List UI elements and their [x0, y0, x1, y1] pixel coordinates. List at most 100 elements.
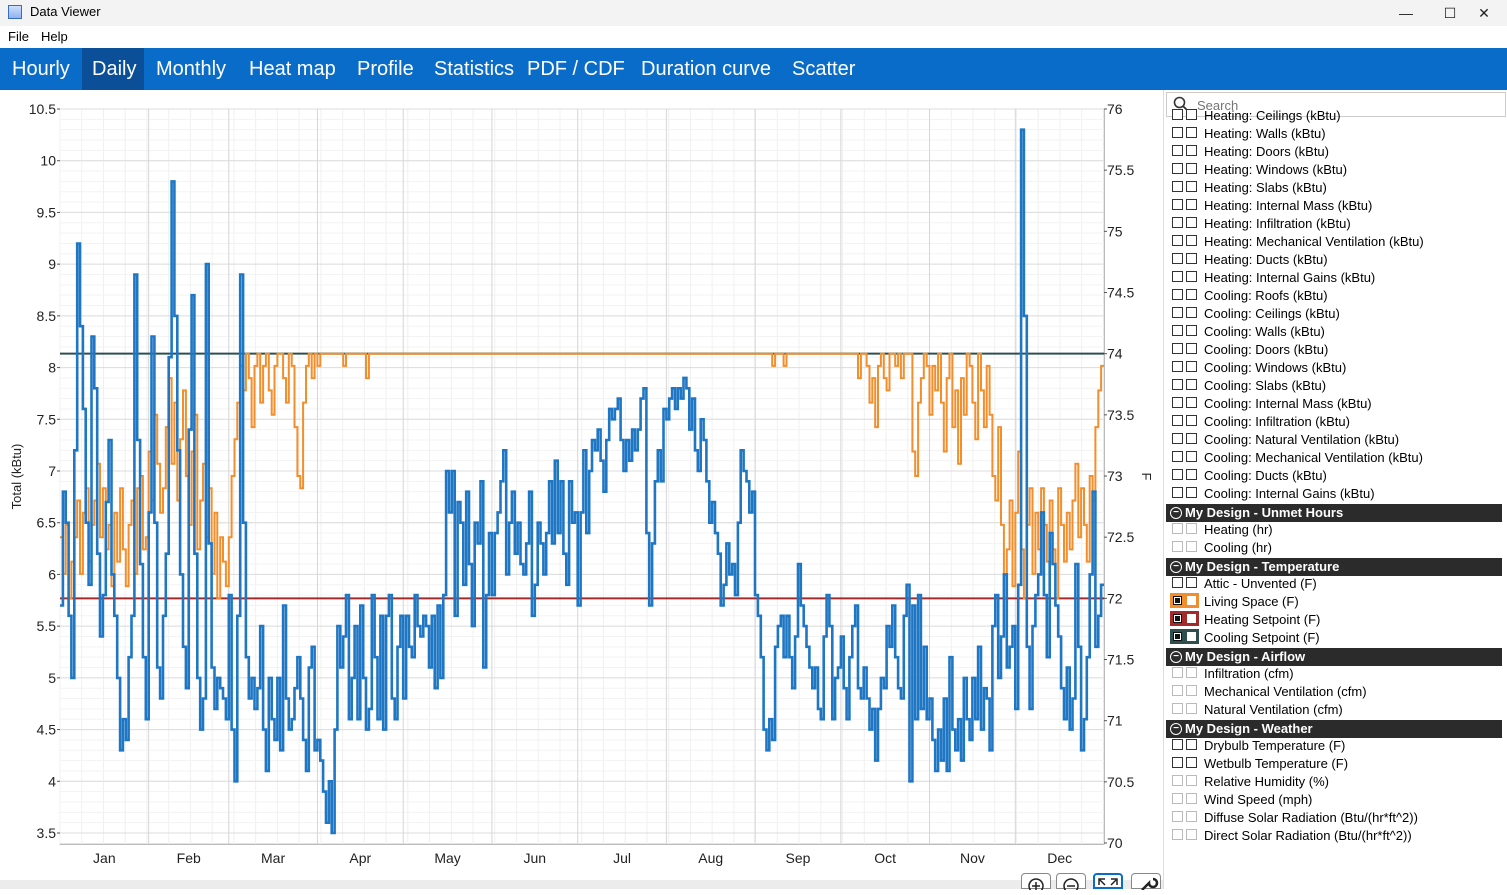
tab-hourly[interactable]: Hourly	[12, 58, 70, 80]
axis-checkbox[interactable]	[1186, 703, 1197, 714]
axis-checkbox[interactable]	[1186, 217, 1197, 228]
tab-profile[interactable]: Profile	[357, 58, 414, 80]
variable-item[interactable]: Cooling: Infiltration (kBtu)	[1164, 413, 1507, 431]
close-button[interactable]: ✕	[1478, 4, 1490, 21]
plot-checkbox[interactable]	[1172, 739, 1183, 750]
variable-item[interactable]: Heating: Windows (kBtu)	[1164, 161, 1507, 179]
axis-checkbox[interactable]	[1186, 523, 1197, 534]
tab-monthly[interactable]: Monthly	[156, 58, 227, 80]
axis-checkbox[interactable]	[1186, 361, 1197, 372]
variable-group-header[interactable]: − My Design - Unmet Hours	[1166, 504, 1502, 522]
variable-item[interactable]: Cooling: Ceilings (kBtu)	[1164, 305, 1507, 323]
axis-checkbox[interactable]	[1186, 379, 1197, 390]
plot-checkbox[interactable]	[1172, 145, 1183, 156]
axis-checkbox[interactable]	[1186, 199, 1197, 210]
collapse-icon[interactable]: −	[1170, 651, 1182, 663]
axis-checkbox[interactable]	[1186, 271, 1197, 282]
axis-checkbox[interactable]	[1186, 793, 1197, 804]
variable-item[interactable]: Cooling Setpoint (F)	[1164, 629, 1507, 647]
plot-checkbox[interactable]	[1172, 361, 1183, 372]
variable-item[interactable]: Attic - Unvented (F)	[1164, 575, 1507, 593]
zoom-in-icon[interactable]	[1021, 873, 1051, 894]
plot-checkbox[interactable]	[1172, 379, 1183, 390]
axis-checkbox[interactable]	[1186, 739, 1197, 750]
tab-scatter[interactable]: Scatter	[792, 58, 856, 80]
axis-checkbox[interactable]	[1186, 613, 1197, 624]
axis-checkbox[interactable]	[1186, 163, 1197, 174]
daily-chart[interactable]: 10.5 10 9.5 9 8.5 8 7.5 7 6.5 6 5.5 5 4.5 4 3.5 76 75.5 7…	[0, 90, 1163, 880]
variable-item[interactable]: Heating: Walls (kBtu)	[1164, 125, 1507, 143]
plot-checkbox[interactable]	[1172, 397, 1183, 408]
plot-checkbox[interactable]	[1172, 307, 1183, 318]
variable-item[interactable]: Heating: Ceilings (kBtu)	[1164, 107, 1507, 125]
variable-item[interactable]: Heating: Infiltration (kBtu)	[1164, 215, 1507, 233]
variable-item[interactable]: Heating (hr)	[1164, 521, 1507, 539]
collapse-icon[interactable]: −	[1170, 507, 1182, 519]
plot-checkbox[interactable]	[1172, 217, 1183, 228]
collapse-icon[interactable]: −	[1170, 561, 1182, 573]
variable-item[interactable]: Cooling: Windows (kBtu)	[1164, 359, 1507, 377]
settings-wrench-icon[interactable]	[1131, 873, 1161, 891]
plot-checkbox[interactable]	[1172, 631, 1183, 642]
axis-checkbox[interactable]	[1186, 415, 1197, 426]
axis-checkbox[interactable]	[1186, 307, 1197, 318]
axis-checkbox[interactable]	[1186, 577, 1197, 588]
plot-checkbox[interactable]	[1172, 199, 1183, 210]
variable-group-header[interactable]: − My Design - Temperature	[1166, 558, 1502, 576]
variable-item[interactable]: Direct Solar Radiation (Btu/(hr*ft^2))	[1164, 827, 1507, 845]
plot-checkbox[interactable]	[1172, 487, 1183, 498]
variable-item[interactable]: Cooling: Natural Ventilation (kBtu)	[1164, 431, 1507, 449]
plot-checkbox[interactable]	[1172, 541, 1183, 552]
axis-checkbox[interactable]	[1186, 487, 1197, 498]
variable-item[interactable]: Drybulb Temperature (F)	[1164, 737, 1507, 755]
axis-checkbox[interactable]	[1186, 181, 1197, 192]
variable-item[interactable]: Cooling: Mechanical Ventilation (kBtu)	[1164, 449, 1507, 467]
chart-area[interactable]: 10.5 10 9.5 9 8.5 8 7.5 7 6.5 6 5.5 5 4.5 4 3.5 76 75.5 7…	[0, 90, 1163, 880]
plot-checkbox[interactable]	[1172, 523, 1183, 534]
plot-checkbox[interactable]	[1172, 829, 1183, 840]
tab-pdf-cdf[interactable]: PDF / CDF	[527, 58, 625, 80]
axis-checkbox[interactable]	[1186, 109, 1197, 120]
plot-checkbox[interactable]	[1172, 811, 1183, 822]
plot-checkbox[interactable]	[1172, 325, 1183, 336]
variable-item[interactable]: Natural Ventilation (cfm)	[1164, 701, 1507, 719]
axis-checkbox[interactable]	[1186, 325, 1197, 336]
variable-item[interactable]: Heating Setpoint (F)	[1164, 611, 1507, 629]
plot-checkbox[interactable]	[1172, 163, 1183, 174]
axis-checkbox[interactable]	[1186, 685, 1197, 696]
axis-checkbox[interactable]	[1186, 433, 1197, 444]
variable-group-header[interactable]: − My Design - Weather	[1166, 720, 1502, 738]
plot-checkbox[interactable]	[1172, 109, 1183, 120]
plot-checkbox[interactable]	[1172, 577, 1183, 588]
plot-checkbox[interactable]	[1172, 181, 1183, 192]
axis-checkbox[interactable]	[1186, 469, 1197, 480]
plot-checkbox[interactable]	[1172, 685, 1183, 696]
variable-item[interactable]: Wetbulb Temperature (F)	[1164, 755, 1507, 773]
plot-checkbox[interactable]	[1172, 415, 1183, 426]
maximize-button[interactable]: ☐	[1443, 4, 1457, 21]
plot-checkbox[interactable]	[1172, 703, 1183, 714]
variable-item[interactable]: Heating: Internal Mass (kBtu)	[1164, 197, 1507, 215]
variable-item[interactable]: Cooling: Slabs (kBtu)	[1164, 377, 1507, 395]
axis-checkbox[interactable]	[1186, 631, 1197, 642]
plot-checkbox[interactable]	[1172, 289, 1183, 300]
plot-checkbox[interactable]	[1172, 595, 1183, 606]
axis-checkbox[interactable]	[1186, 775, 1197, 786]
plot-checkbox[interactable]	[1172, 451, 1183, 462]
plot-checkbox[interactable]	[1172, 667, 1183, 678]
variable-item[interactable]: Wind Speed (mph)	[1164, 791, 1507, 809]
plot-checkbox[interactable]	[1172, 127, 1183, 138]
axis-checkbox[interactable]	[1186, 235, 1197, 246]
tab-statistics[interactable]: Statistics	[434, 58, 515, 80]
search-input[interactable]	[1197, 96, 1497, 114]
axis-checkbox[interactable]	[1186, 343, 1197, 354]
plot-checkbox[interactable]	[1172, 793, 1183, 804]
plot-checkbox[interactable]	[1172, 433, 1183, 444]
tab-duration-curve[interactable]: Duration curve	[641, 58, 772, 80]
variable-item[interactable]: Cooling: Ducts (kBtu)	[1164, 467, 1507, 485]
zoom-out-icon[interactable]	[1056, 873, 1086, 894]
axis-checkbox[interactable]	[1186, 829, 1197, 840]
axis-checkbox[interactable]	[1186, 595, 1197, 606]
axis-checkbox[interactable]	[1186, 253, 1197, 264]
plot-checkbox[interactable]	[1172, 253, 1183, 264]
